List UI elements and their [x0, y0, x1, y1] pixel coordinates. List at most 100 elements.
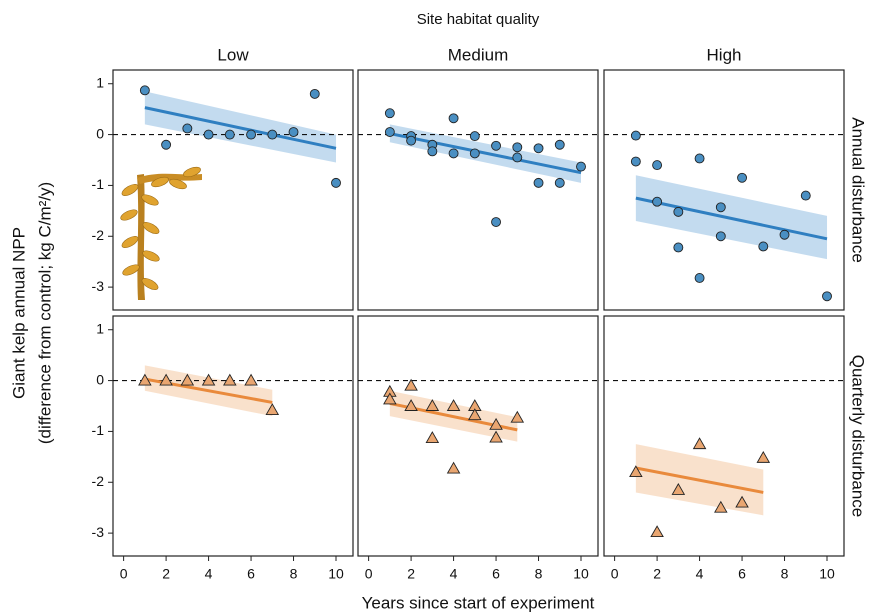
y-tick-label: 1 [96, 74, 104, 90]
y-tick-label: -3 [92, 278, 105, 294]
point [224, 129, 235, 140]
point [576, 161, 586, 172]
fit-line [635, 196, 828, 241]
point [404, 399, 418, 411]
x-tick-label: 0 [365, 566, 373, 582]
point [510, 410, 525, 423]
point [244, 373, 258, 386]
x-axis-label: Years since start of experiment [362, 593, 595, 612]
point [737, 172, 748, 183]
point [650, 525, 664, 538]
point [159, 373, 173, 386]
x-tick-label: 0 [120, 566, 128, 582]
point [468, 408, 482, 421]
point [425, 399, 440, 411]
point [652, 196, 663, 207]
point [692, 437, 707, 450]
x-tick-label: 6 [247, 566, 255, 582]
y-tick-label: -2 [92, 473, 105, 489]
x-tick-label: 8 [535, 566, 543, 582]
point [715, 202, 726, 213]
point [404, 378, 418, 391]
point [512, 142, 523, 153]
point [469, 148, 480, 159]
y-tick-label: -1 [92, 422, 105, 438]
x-tick-label: 10 [819, 566, 835, 582]
point [446, 399, 461, 411]
x-tick-label: 4 [205, 566, 213, 582]
x-tick-label: 10 [573, 566, 589, 582]
x-tick-label: 2 [653, 566, 661, 582]
point [758, 241, 769, 252]
point [384, 127, 395, 137]
panel-frame [603, 315, 845, 557]
point [469, 131, 480, 142]
point [223, 373, 237, 386]
point [138, 373, 152, 386]
point [246, 129, 257, 140]
fit-line [144, 106, 337, 150]
point [714, 500, 728, 513]
y-axis-label: (difference from control; kg C/m²/y) [35, 182, 54, 444]
y-tick-label: 0 [96, 125, 104, 141]
point [309, 88, 320, 99]
fit-line [389, 132, 582, 175]
point [629, 465, 643, 478]
point [446, 461, 461, 474]
point [425, 431, 440, 443]
column-label: Medium [448, 45, 508, 64]
panel-frame [112, 315, 354, 557]
x-tick-label: 2 [407, 566, 415, 582]
x-tick-label: 6 [492, 566, 500, 582]
point [533, 177, 544, 188]
x-tick-label: 8 [290, 566, 298, 582]
column-label: Low [217, 45, 249, 64]
y-tick-label: -1 [92, 176, 105, 192]
point [652, 160, 663, 171]
x-tick-label: 10 [328, 566, 344, 582]
point [384, 108, 395, 119]
point [489, 430, 503, 443]
point [800, 190, 811, 201]
point [180, 373, 195, 386]
point [554, 177, 565, 188]
y-tick-label: -3 [92, 524, 105, 540]
point [512, 152, 523, 163]
y-tick-label: 1 [96, 320, 104, 336]
x-tick-label: 4 [696, 566, 704, 582]
point [822, 291, 832, 302]
panel-frame [357, 315, 599, 557]
x-tick-label: 2 [162, 566, 170, 582]
point [427, 146, 438, 157]
point [201, 373, 216, 386]
y-tick-label: -2 [92, 227, 105, 243]
point [735, 495, 749, 508]
point [448, 113, 459, 124]
row-label: Annual disturbance [849, 117, 868, 263]
point [489, 417, 503, 430]
point [491, 140, 502, 151]
point [673, 206, 684, 217]
point [694, 273, 705, 283]
point [406, 135, 417, 146]
point [671, 482, 686, 495]
x-tick-label: 4 [450, 566, 458, 582]
point [554, 139, 565, 150]
panel-frame [357, 69, 599, 311]
point [182, 123, 193, 134]
point [756, 450, 771, 463]
point [265, 403, 280, 416]
x-tick-label: 6 [738, 566, 746, 582]
point [630, 156, 641, 167]
y-axis-label: Giant kelp annual NPP [9, 227, 28, 399]
point [161, 139, 172, 150]
row-label: Quarterly disturbance [849, 355, 868, 518]
column-label: High [707, 45, 742, 64]
point [267, 129, 278, 140]
point [383, 392, 397, 405]
y-tick-label: 0 [96, 371, 104, 387]
point [203, 129, 214, 140]
point [448, 148, 459, 159]
point [715, 231, 726, 242]
